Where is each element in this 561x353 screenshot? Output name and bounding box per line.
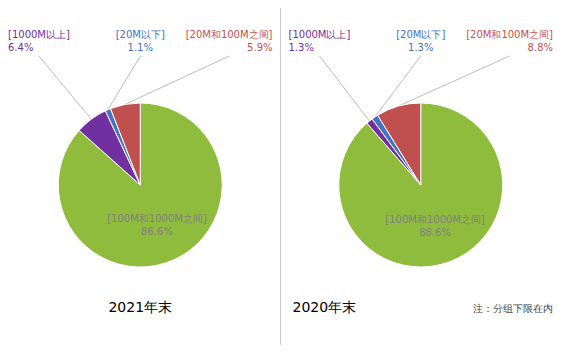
pie-panel: [100M和1000M之间] 86.6% [1000M以上] 6.4% [20M以下] 1… — [8, 29, 273, 315]
data-label: [20M和100M之间] 8.8% — [466, 29, 553, 53]
category-label: [20M和100M之间] — [186, 29, 273, 40]
leader-line — [39, 56, 91, 119]
value-label: 1.3% — [289, 42, 314, 53]
category-label: [100M和1000M之间] — [107, 213, 207, 224]
pie-slice — [58, 103, 222, 267]
value-label: 1.1% — [128, 42, 153, 53]
pie-slice — [378, 103, 421, 185]
pie-slice — [111, 103, 141, 185]
data-label: [100M和1000M之间] 88.6% — [385, 214, 485, 238]
category-label: [1000M以上] — [289, 29, 351, 40]
value-label: 1.3% — [408, 42, 433, 53]
chart-root: [100M和1000M之间] 86.6% [1000M以上] 6.4% [20M以下] 1… — [0, 0, 561, 353]
category-label: [1000M以上] — [8, 29, 70, 40]
chart-title: 2020年末 — [293, 299, 357, 315]
value-label: 6.4% — [8, 42, 33, 53]
data-label: [20M和100M之间] 5.9% — [186, 29, 273, 53]
category-label: [20M以下] — [116, 29, 165, 40]
pie — [58, 103, 222, 267]
data-label: [1000M以上] 6.4% — [8, 29, 70, 53]
value-label: 88.6% — [419, 227, 451, 238]
category-label: [100M和1000M之间] — [385, 214, 485, 225]
pie-panel: [100M和1000M之间] 88.6% [1000M以上] 1.3% [20M以下] 1… — [289, 29, 554, 315]
category-label: [20M以下] — [396, 29, 445, 40]
pie — [339, 103, 503, 267]
data-label: [1000M以上] 1.3% — [289, 29, 351, 53]
data-label: [100M和1000M之间] 86.6% — [107, 213, 207, 237]
pie-slice — [339, 103, 503, 267]
category-label: [20M和100M之间] — [466, 29, 553, 40]
leader-line — [108, 56, 140, 110]
value-label: 8.8% — [528, 42, 553, 53]
value-label: 5.9% — [247, 42, 272, 53]
leader-line — [319, 56, 369, 121]
leader-line — [398, 56, 509, 106]
annotation: 注：分组下限在内 — [473, 303, 553, 314]
divider — [280, 8, 281, 345]
data-label: [20M以下] 1.3% — [396, 29, 445, 53]
leader-line — [125, 56, 229, 104]
value-label: 86.6% — [141, 226, 173, 237]
chart-title: 2021年末 — [108, 299, 172, 315]
data-label: [20M以下] 1.1% — [116, 29, 165, 53]
